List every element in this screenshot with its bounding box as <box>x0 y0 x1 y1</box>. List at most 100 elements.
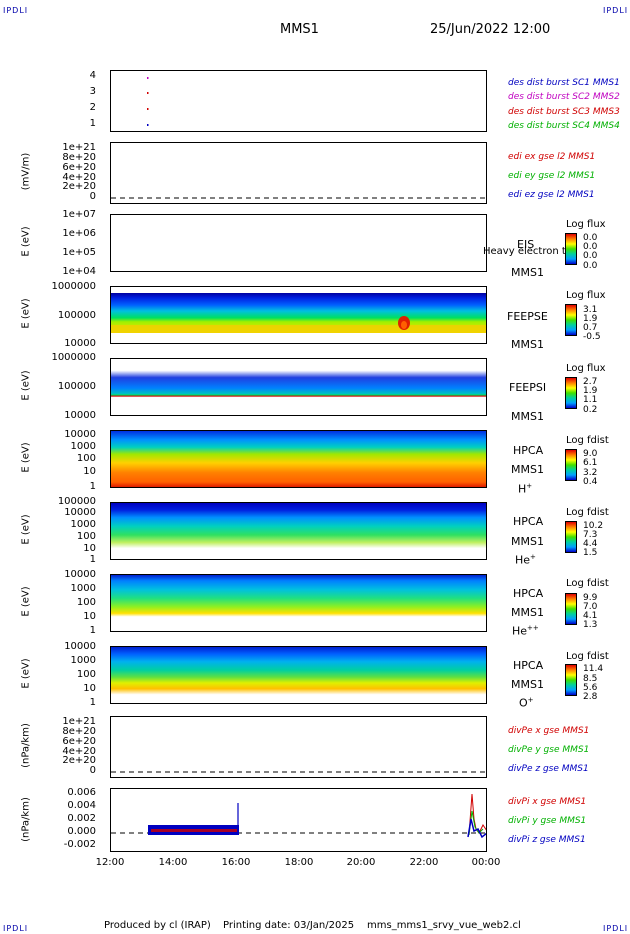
corner-label-top-right: IPDLI <box>603 6 629 15</box>
footer-script-name: mms_mms1_srvy_vue_web2.cl <box>367 920 521 931</box>
burst-ytick-3: 3 <box>89 86 96 97</box>
burst-legend-4: des dist burst SC4 MMS4 <box>508 121 620 131</box>
divpe-ytick-5: 0 <box>89 765 96 776</box>
corner-label-top-left: IPDLI <box>3 6 29 15</box>
eis-colorbar <box>565 233 577 265</box>
burst-ytick-4: 4 <box>89 70 96 81</box>
hpca-he-ytick-2: 1000 <box>70 519 96 530</box>
hpca-h-ytick-3: 10 <box>83 466 96 477</box>
hpca-he-cbar-v0: 10.2 <box>583 521 604 531</box>
hpca-h-ytick-1: 1000 <box>70 441 96 452</box>
hpca-h-ylabel: E (eV) <box>20 442 32 473</box>
feepse-cbar-v1: 1.9 <box>583 314 598 324</box>
feepse-ytick-2: 10000 <box>64 338 96 349</box>
divpi-ytick-2: 0.002 <box>67 813 96 824</box>
eis-ytick-1: 1e+06 <box>62 228 96 239</box>
feepsi-cbar-v2: 1.1 <box>583 395 598 405</box>
feepsi-spectrogram <box>111 359 486 415</box>
burst-ytick-2: 2 <box>89 102 96 113</box>
edi-ylabel: (mV/m) <box>20 152 32 191</box>
eis-panel <box>110 214 487 272</box>
hpca-he2-ytick-1: 1000 <box>70 583 96 594</box>
divpe-ytick-4: 2e+20 <box>62 755 96 766</box>
edi-ytick-5: 0 <box>89 191 96 202</box>
hpca-he-ytick-1: 10000 <box>64 507 96 518</box>
xtick-3: 18:00 <box>284 857 314 868</box>
feepse-hotspot-core <box>401 321 407 329</box>
feepse-cbar-v3: -0.5 <box>583 332 601 342</box>
burst-legend-3: des dist burst SC3 MMS3 <box>508 107 620 117</box>
divpi-series-z-end <box>467 818 486 839</box>
burst-plot <box>147 77 149 126</box>
feepse-cbar-v0: 3.1 <box>583 305 598 315</box>
xtick-4: 20:00 <box>346 857 376 868</box>
burst-panel <box>110 70 487 132</box>
edi-ytick-2: 6e+20 <box>62 162 96 173</box>
divpe-ytick-3: 4e+20 <box>62 746 96 757</box>
edi-ytick-3: 4e+20 <box>62 172 96 183</box>
feepsi-cbar-title: Log flux <box>566 363 606 374</box>
hpca-o-cbar-v0: 11.4 <box>583 664 604 674</box>
xtick-5: 22:00 <box>409 857 439 868</box>
feepse-ytick-1: 100000 <box>57 310 96 321</box>
eis-cbar-v2: 0.0 <box>583 251 598 261</box>
hpca-he-ytick-3: 100 <box>76 531 96 542</box>
divpe-ytick-1: 8e+20 <box>62 726 96 737</box>
hpca-he-ytick-0: 100000 <box>57 496 96 507</box>
hpca-he-cbar-v2: 4.4 <box>583 539 598 549</box>
hpca-he2-cbar-v1: 7.0 <box>583 602 598 612</box>
hpca-o-cbar-title: Log fdist <box>566 651 609 662</box>
hpca-h-colorbar <box>565 449 577 481</box>
edi-ytick-1: 8e+20 <box>62 152 96 163</box>
divpe-panel <box>110 716 487 778</box>
feepsi-cbar-v3: 0.2 <box>583 405 598 415</box>
hpca-he2-ytick-3: 10 <box>83 611 96 622</box>
xtick-1: 14:00 <box>158 857 188 868</box>
hpca-h-instrument: HPCA <box>513 444 544 457</box>
feepsi-cbar-v0: 2.7 <box>583 377 598 387</box>
footer-printing-date: Printing date: 03/Jan/2025 <box>223 920 355 931</box>
xtick-0: 12:00 <box>95 857 125 868</box>
edi-legend-2: edi ey gse l2 MMS1 <box>508 171 596 181</box>
divpi-ylabel: (nPa/km) <box>20 797 32 842</box>
hpca-he2-ytick-0: 10000 <box>64 569 96 580</box>
hpca-h-cbar-v0: 9.0 <box>583 449 598 459</box>
divpi-panel <box>110 788 487 852</box>
hpca-h-species: H+ <box>518 482 533 496</box>
burst-dot-sc1 <box>147 124 149 126</box>
feepse-panel <box>110 286 487 344</box>
feepsi-instrument: FEEPSI <box>509 381 547 394</box>
hpca-o-ytick-2: 100 <box>76 669 96 680</box>
eis-ylabel: E (eV) <box>20 226 32 257</box>
feepsi-cbar-v1: 1.9 <box>583 386 598 396</box>
footer-produced-by: Produced by cl (IRAP) <box>104 920 211 931</box>
burst-dot-sc3 <box>147 92 149 94</box>
hpca-he-spacecraft: MMS1 <box>511 535 544 548</box>
eis-overlay-text: Heavy electron to <box>483 246 572 257</box>
eis-cbar-v3: 0.0 <box>583 261 598 271</box>
spacecraft-title: MMS1 <box>280 22 319 37</box>
eis-ytick-0: 1e+07 <box>62 209 96 220</box>
divpe-legend-1: divPe x gse MMS1 <box>508 726 590 736</box>
feepsi-ylabel: E (eV) <box>20 370 32 401</box>
hpca-h-panel <box>110 430 487 488</box>
corner-label-bottom-left: IPDLI <box>3 924 29 933</box>
hpca-he-cbar-title: Log fdist <box>566 507 609 518</box>
divpi-plot <box>111 793 486 839</box>
hpca-he2-panel <box>110 574 487 632</box>
eis-spacecraft: MMS1 <box>511 266 544 279</box>
hpca-o-spacecraft: MMS1 <box>511 678 544 691</box>
hpca-he2-cbar-v2: 4.1 <box>583 611 598 621</box>
feepse-colorbar <box>565 304 577 336</box>
divpi-legend-3: divPi z gse MMS1 <box>508 835 586 845</box>
hpca-h-cbar-v3: 0.4 <box>583 477 598 487</box>
burst-dot-sc2 <box>147 77 149 79</box>
feepse-ylabel: E (eV) <box>20 298 32 329</box>
hpca-he2-ytick-4: 1 <box>89 625 96 636</box>
eis-ytick-3: 1e+04 <box>62 266 96 277</box>
hpca-he2-cbar-v0: 9.9 <box>583 593 598 603</box>
feepse-ytick-0: 1000000 <box>51 281 96 292</box>
edi-legend-1: edi ex gse l2 MMS1 <box>508 152 596 162</box>
hpca-he-ylabel: E (eV) <box>20 514 32 545</box>
hpca-he-cbar-v1: 7.3 <box>583 530 598 540</box>
